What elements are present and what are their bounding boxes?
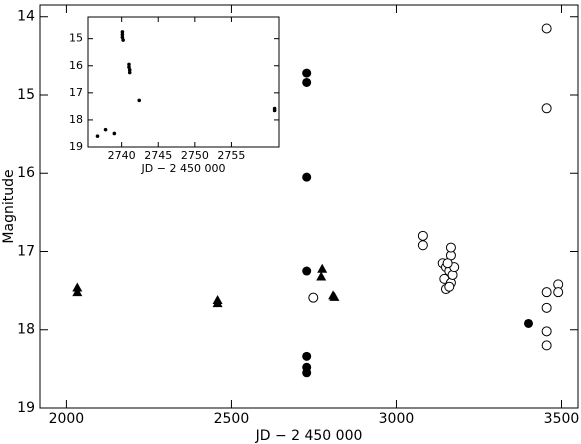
point <box>302 77 312 87</box>
point <box>272 108 277 113</box>
point <box>302 68 312 78</box>
point <box>302 172 312 182</box>
point <box>541 302 552 313</box>
point <box>72 287 83 297</box>
point <box>120 32 125 37</box>
x-tick-label: 2000 <box>49 411 85 427</box>
point <box>112 131 117 136</box>
point <box>553 287 564 298</box>
point <box>317 263 328 273</box>
x-tick-label: 2740 <box>108 149 136 162</box>
point <box>72 282 83 292</box>
point <box>444 281 455 292</box>
x-tick-label: 2750 <box>181 149 209 162</box>
point <box>127 70 132 75</box>
x-tick-label: 3000 <box>379 411 415 427</box>
point <box>417 230 428 241</box>
point <box>95 134 100 138</box>
x-tick-label: 2500 <box>214 411 250 427</box>
y-tick-label: 19 <box>17 400 35 416</box>
x-tick-label: 2755 <box>217 149 245 162</box>
point <box>541 23 552 34</box>
x-axis-label: JD − 2 450 000 <box>141 162 226 175</box>
x-tick-label: 3500 <box>544 411 580 427</box>
y-tick-label: 15 <box>69 32 83 45</box>
y-tick-label: 18 <box>17 322 35 338</box>
x-axis-label: JD − 2 450 000 <box>255 428 363 444</box>
y-tick-label: 15 <box>17 87 35 103</box>
point <box>329 291 340 301</box>
y-axis-label: Magnitude <box>1 169 17 243</box>
point <box>442 258 453 269</box>
point <box>302 351 312 361</box>
inset-plot: 2740 2745 2750 2755 15 16 17 18 19 JD − 2 450 000 <box>69 16 280 175</box>
y-tick-label: 19 <box>69 140 83 153</box>
point <box>541 287 552 298</box>
point <box>302 266 312 276</box>
y-tick-label: 16 <box>69 59 83 72</box>
point <box>103 127 108 132</box>
y-tick-label: 16 <box>17 165 35 181</box>
point <box>541 103 552 114</box>
point <box>127 65 131 69</box>
point <box>445 242 456 253</box>
y-tick-label: 14 <box>17 9 35 25</box>
y-tick-label: 17 <box>69 86 83 99</box>
point <box>127 62 131 67</box>
y-tick-label: 18 <box>69 113 83 126</box>
point <box>541 340 552 351</box>
point <box>541 326 552 337</box>
point <box>308 292 319 303</box>
plot-frame <box>87 16 280 148</box>
y-tick-label: 17 <box>17 243 35 259</box>
point <box>523 318 533 328</box>
point <box>120 35 125 40</box>
point <box>316 271 327 281</box>
point <box>212 298 223 308</box>
point <box>121 38 125 42</box>
point <box>302 368 312 378</box>
point <box>417 240 428 251</box>
x-tick-label: 2745 <box>144 149 172 162</box>
point <box>137 98 142 103</box>
point <box>127 68 132 72</box>
point <box>120 30 125 34</box>
